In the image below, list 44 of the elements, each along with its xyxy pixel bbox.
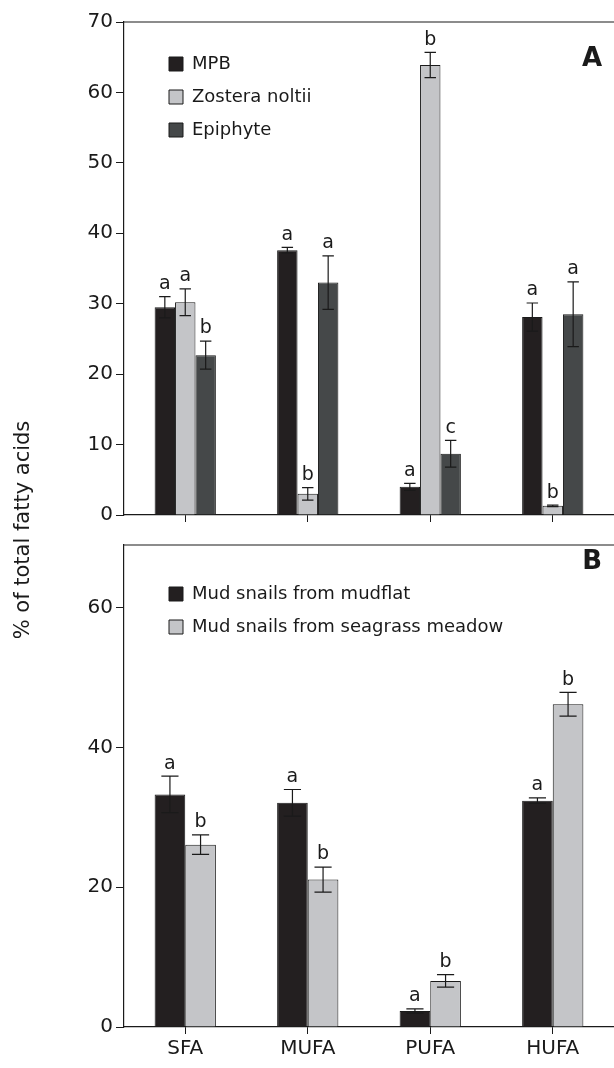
- annotation: a: [281, 221, 294, 244]
- x-tick-label: MUFA: [280, 1035, 336, 1060]
- annotation: a: [322, 230, 334, 253]
- annotation: b: [424, 26, 437, 49]
- y-tick-label: 60: [87, 78, 113, 103]
- annotation: a: [179, 263, 192, 286]
- annotation: a: [404, 457, 416, 480]
- y-tick-label: 0: [100, 501, 113, 526]
- y-tick-label: 60: [87, 594, 113, 619]
- x-tick-label: PUFA: [405, 1035, 456, 1060]
- y-axis-title: % of total fatty acids: [10, 420, 34, 640]
- y-tick-label: 40: [87, 219, 113, 244]
- chart-title: B: [582, 544, 602, 576]
- legend-label: Epiphyte: [192, 117, 272, 139]
- legend-label: Zostera noltii: [192, 84, 312, 106]
- annotation: a: [159, 271, 171, 294]
- y-tick-label: 30: [87, 289, 113, 314]
- annotation: a: [164, 750, 176, 773]
- annotation: a: [567, 256, 579, 279]
- annotation: c: [445, 414, 456, 437]
- annotation: a: [526, 277, 539, 300]
- y-tick-label: 10: [87, 430, 113, 455]
- x-tick-label: SFA: [167, 1035, 204, 1060]
- annotation: b: [562, 666, 575, 689]
- y-tick-label: 70: [87, 8, 113, 33]
- legend-label: Mud snails from seagrass meadow: [192, 614, 504, 636]
- annotation: a: [531, 772, 544, 795]
- annotation: b: [439, 949, 452, 972]
- annotation: b: [194, 809, 207, 832]
- annotation: b: [317, 841, 330, 864]
- y-tick-label: 0: [100, 1013, 113, 1038]
- y-tick-label: 40: [87, 733, 113, 758]
- annotation: a: [286, 763, 299, 786]
- annotation: b: [199, 315, 212, 338]
- annotation: a: [409, 983, 421, 1006]
- x-tick-label: HUFA: [526, 1035, 580, 1060]
- y-tick-label: 20: [87, 873, 113, 898]
- annotation: b: [546, 479, 559, 502]
- y-tick-label: 50: [87, 149, 113, 174]
- annotation: b: [301, 461, 314, 484]
- y-tick-label: 20: [87, 360, 113, 385]
- legend-label: MPB: [192, 51, 231, 73]
- text: A: [581, 41, 602, 73]
- legend-label: Mud snails from mudflat: [192, 581, 411, 603]
